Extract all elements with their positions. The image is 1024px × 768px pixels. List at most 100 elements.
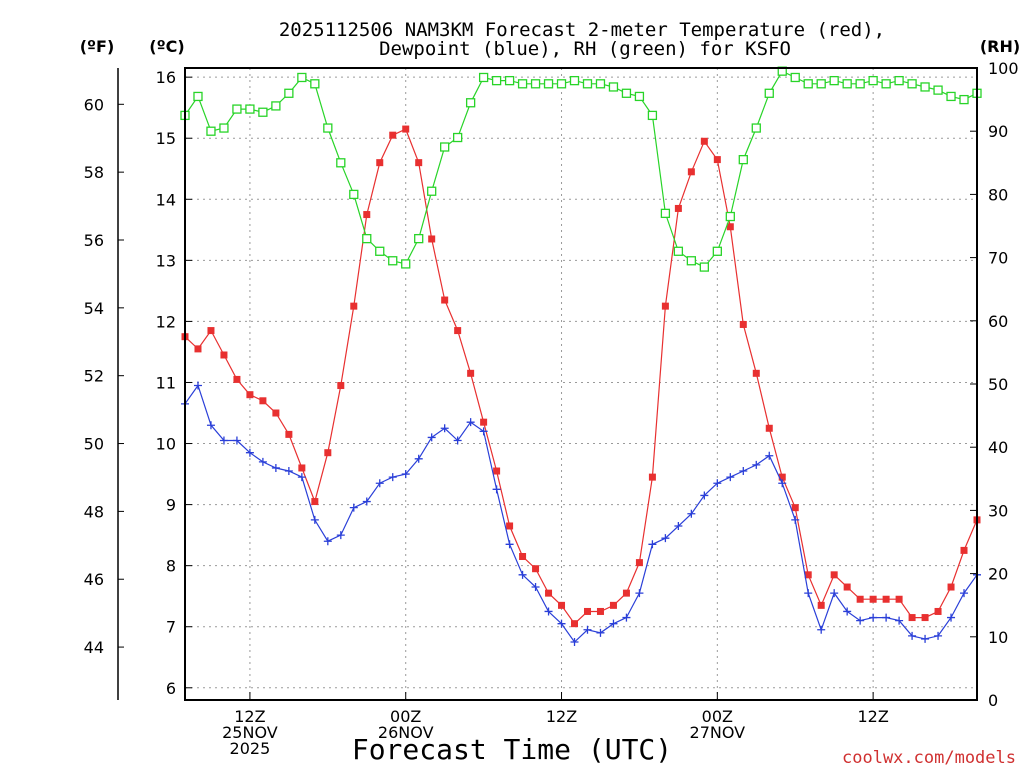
celsius-tick-label: 13 xyxy=(156,251,176,270)
temperature-point xyxy=(804,571,812,579)
rh-point xyxy=(323,123,333,133)
dewpoint-point xyxy=(869,613,878,622)
dewpoint-point xyxy=(583,625,592,634)
rh-tick-label: 70 xyxy=(988,249,1008,268)
fahrenheit-tick-label: 50 xyxy=(84,435,104,454)
rh-point xyxy=(491,75,502,86)
temperature-point xyxy=(545,589,553,597)
rh-point xyxy=(530,79,541,89)
dewpoint-point xyxy=(414,454,423,463)
dewpoint-point xyxy=(531,583,540,592)
dewpoint-point xyxy=(908,631,917,640)
temperature-point xyxy=(519,553,527,561)
dewpoint-point xyxy=(817,625,826,634)
fahrenheit-tick-label: 46 xyxy=(84,570,104,589)
temperature-point xyxy=(402,125,410,133)
rh-point xyxy=(855,79,865,89)
dewpoint-point xyxy=(726,473,735,482)
temperature-point xyxy=(726,223,734,231)
temperature-point xyxy=(428,235,436,243)
temperature-point xyxy=(298,464,306,472)
dewpoint-point xyxy=(284,467,293,476)
temperature-point xyxy=(609,601,617,609)
rh-point xyxy=(803,79,813,89)
rh-point xyxy=(465,98,476,108)
temperature-point xyxy=(596,607,604,615)
rh-point xyxy=(427,186,437,196)
rh-point xyxy=(686,256,697,266)
celsius-tick-label: 14 xyxy=(156,190,176,209)
rh-point xyxy=(401,259,411,269)
rh-point xyxy=(608,82,619,92)
dewpoint-point xyxy=(440,424,449,433)
celsius-tick-label: 15 xyxy=(156,129,176,148)
rh-point xyxy=(868,75,878,86)
dewpoint-point xyxy=(830,589,839,598)
temperature-point xyxy=(960,546,968,554)
temperature-point xyxy=(765,424,773,432)
dewpoint-point xyxy=(895,616,904,625)
dewpoint-point xyxy=(765,451,774,460)
temperature-point xyxy=(246,391,254,399)
temperature-point xyxy=(830,571,838,579)
rh-point xyxy=(556,79,567,89)
rh-point xyxy=(920,82,930,92)
temperature-point xyxy=(674,204,682,212)
temperature-point xyxy=(700,137,708,145)
rh-point xyxy=(478,72,489,83)
dewpoint-point xyxy=(362,497,371,506)
temperature-point xyxy=(376,159,384,167)
rh-point xyxy=(738,154,748,165)
temperature-point xyxy=(337,382,345,390)
credit-text: coolwx.com/models xyxy=(842,748,1016,768)
dewpoint-point xyxy=(843,607,852,616)
rh-point xyxy=(816,79,826,89)
dewpoint-point xyxy=(492,485,501,494)
dewpoint-point xyxy=(713,479,722,488)
rh-unit-label: (RH) xyxy=(980,37,1020,56)
dewpoint-point xyxy=(700,491,709,500)
temperature-point xyxy=(622,589,630,597)
temperature-point xyxy=(324,449,332,457)
temperature-point xyxy=(687,168,695,176)
dewpoint-point xyxy=(661,534,670,543)
fahrenheit-tick-label: 52 xyxy=(84,367,104,386)
rh-point xyxy=(569,75,580,86)
rh-point xyxy=(946,91,956,102)
celsius-tick-label: 10 xyxy=(156,435,176,454)
rh-point xyxy=(712,246,722,256)
dewpoint-point xyxy=(388,473,397,482)
rh-point xyxy=(881,79,891,89)
temperature-point xyxy=(480,418,488,426)
rh-point xyxy=(894,75,904,86)
temperature-point xyxy=(583,607,591,615)
temperature-point xyxy=(713,156,721,164)
temperature-point xyxy=(532,565,540,573)
time-tick-label: 12Z xyxy=(234,707,265,726)
rh-point xyxy=(673,246,684,256)
rh-point xyxy=(297,72,307,83)
rh-point xyxy=(375,246,385,256)
rh-point xyxy=(310,79,320,89)
dewpoint-point xyxy=(934,631,943,640)
rh-tick-label: 60 xyxy=(988,312,1008,331)
fahrenheit-tick-label: 60 xyxy=(84,95,104,114)
rh-tick-label: 80 xyxy=(988,185,1008,204)
rh-point xyxy=(543,79,554,89)
dewpoint-point xyxy=(336,531,345,540)
rh-point xyxy=(517,79,528,89)
rh-point xyxy=(245,104,255,114)
data-series xyxy=(180,66,982,646)
temperature-point xyxy=(778,473,786,481)
rh-point xyxy=(414,233,424,244)
rh-point xyxy=(258,107,268,117)
dewpoint-line xyxy=(184,384,978,643)
time-tick-label: 12Z xyxy=(857,707,888,726)
temperature-point xyxy=(869,595,877,603)
temperature-point xyxy=(843,583,851,591)
rh-point xyxy=(829,75,839,86)
fahrenheit-axis: 44 46 48 50 52 54 56 58 60 xyxy=(84,95,124,657)
rh-tick-label: 90 xyxy=(988,122,1008,141)
dewpoint-point xyxy=(258,457,267,466)
rh-point xyxy=(699,262,709,272)
